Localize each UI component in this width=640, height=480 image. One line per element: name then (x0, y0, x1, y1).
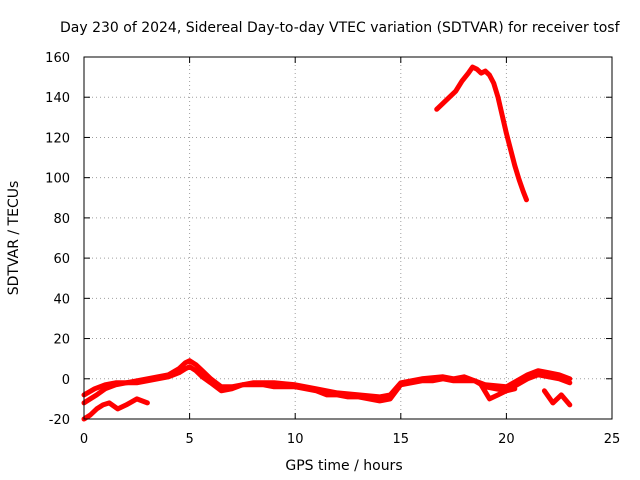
y-axis-label: SDTVAR / TECUs (6, 181, 22, 296)
x-axis-label: GPS time / hours (285, 458, 402, 474)
x-tick-label: 20 (498, 432, 515, 447)
series-dip-22h (541, 388, 573, 408)
x-tick-label: 0 (80, 432, 88, 447)
grid (84, 57, 612, 419)
series-spread-upper (81, 358, 573, 400)
y-tick-label: 80 (53, 212, 70, 227)
y-tick-label: 60 (53, 252, 70, 267)
y-tick-label: -20 (49, 413, 70, 428)
y-tick-label: 160 (45, 51, 70, 66)
y-tick-label: 140 (45, 91, 70, 106)
y-tick-label: 100 (45, 172, 70, 187)
plot-frame (83, 56, 613, 420)
x-tick-label: 15 (393, 432, 410, 447)
chart-title: Day 230 of 2024, Sidereal Day-to-day VTE… (60, 20, 621, 36)
y-tick-label: 0 (62, 373, 70, 388)
series-layer (81, 64, 573, 422)
x-tick-label: 10 (287, 432, 304, 447)
x-tick-label: 25 (604, 432, 621, 447)
y-tick-label: 120 (45, 131, 70, 146)
ticks: 0 5 10 15 20 25 -20 0 20 40 60 80 100 120 140 160 (45, 51, 620, 447)
y-tick-label: 20 (53, 333, 70, 348)
series-dip-20h (478, 382, 518, 402)
x-tick-label: 5 (185, 432, 193, 447)
series-spread-lower (81, 396, 150, 422)
series-high-arc (434, 64, 529, 203)
y-tick-label: 40 (53, 292, 70, 307)
